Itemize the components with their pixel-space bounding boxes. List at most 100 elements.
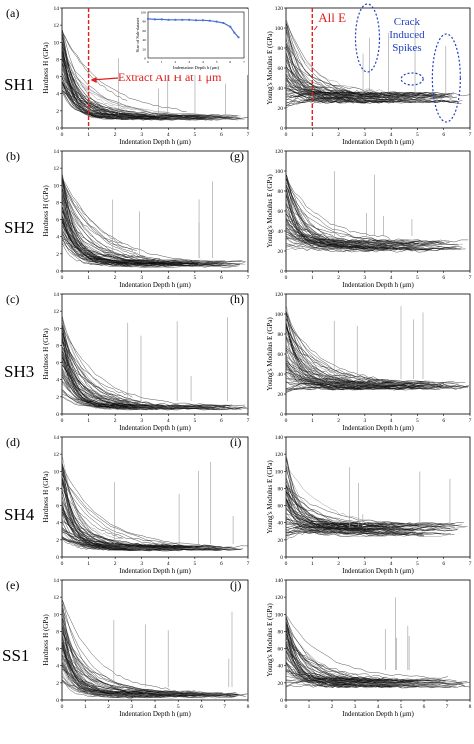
x-tick-label: 5 bbox=[416, 561, 419, 567]
y-tick-label: 4 bbox=[56, 521, 59, 527]
y-tick-label: 4 bbox=[56, 92, 59, 98]
data-curve bbox=[286, 319, 455, 385]
data-curve bbox=[62, 87, 214, 120]
x-tick-label: 7 bbox=[469, 561, 472, 567]
inset-y-tick-label: 40 bbox=[143, 38, 147, 42]
x-tick-label: 1 bbox=[311, 418, 314, 424]
inset-point bbox=[146, 17, 150, 20]
x-tick-label: 4 bbox=[390, 561, 393, 567]
inset-y-tick-label: 20 bbox=[143, 47, 147, 51]
data-curve bbox=[286, 642, 387, 678]
data-curve bbox=[286, 645, 362, 681]
data-curve bbox=[62, 365, 141, 408]
y-tick-label: 0 bbox=[280, 555, 283, 561]
x-tick-label: 1 bbox=[84, 704, 87, 710]
data-curve bbox=[62, 199, 134, 251]
x-tick-label: 5 bbox=[193, 561, 196, 567]
x-tick-label: 1 bbox=[87, 132, 90, 138]
y-tick-label: 100 bbox=[275, 169, 284, 175]
data-curve bbox=[286, 621, 411, 684]
data-curve bbox=[286, 500, 368, 528]
data-curve bbox=[286, 87, 426, 101]
y-tick-label: 60 bbox=[278, 66, 284, 72]
data-curve bbox=[62, 351, 242, 410]
plot-8 bbox=[284, 436, 471, 559]
data-curve bbox=[286, 466, 393, 525]
x-tick-label: 4 bbox=[167, 132, 170, 138]
y-tick-label: 10 bbox=[54, 40, 60, 46]
panel-letter: (d) bbox=[6, 435, 20, 449]
y-tick-label: 2 bbox=[56, 681, 59, 687]
data-curve bbox=[62, 509, 145, 547]
data-curve bbox=[62, 324, 124, 405]
y-tick-label: 4 bbox=[56, 664, 59, 670]
x-tick-label: 3 bbox=[363, 132, 366, 138]
data-curve bbox=[286, 178, 434, 245]
x-tick-label: 7 bbox=[247, 418, 250, 424]
data-curve bbox=[286, 67, 393, 96]
data-curve bbox=[286, 182, 459, 246]
x-tick-label: 2 bbox=[337, 418, 340, 424]
x-tick-label: 0 bbox=[61, 418, 64, 424]
data-curve bbox=[62, 219, 200, 262]
data-curve bbox=[62, 42, 245, 121]
x-tick-label: 4 bbox=[390, 418, 393, 424]
panel-letter: (j) bbox=[230, 578, 241, 592]
y-tick-label: 12 bbox=[54, 309, 60, 315]
x-tick-label: 7 bbox=[446, 704, 449, 710]
data-curve bbox=[62, 680, 238, 699]
data-curve bbox=[286, 524, 396, 534]
x-tick-label: 4 bbox=[390, 275, 393, 281]
y-tick-label: 12 bbox=[54, 595, 60, 601]
data-curve bbox=[62, 668, 238, 696]
data-curve bbox=[286, 238, 353, 249]
x-axis-label: Indentation Depth h (μm) bbox=[342, 281, 414, 289]
data-curve bbox=[62, 466, 201, 546]
crack-label-1: Crack bbox=[394, 16, 421, 28]
data-curve bbox=[286, 485, 372, 531]
x-tick-label: 5 bbox=[193, 418, 196, 424]
data-curve bbox=[62, 372, 185, 409]
data-curve bbox=[286, 387, 457, 391]
data-curve bbox=[62, 511, 119, 548]
data-curve bbox=[286, 661, 396, 687]
data-curve bbox=[62, 468, 187, 549]
y-tick-label: 0 bbox=[56, 698, 59, 704]
data-curve bbox=[286, 637, 433, 687]
data-curve bbox=[286, 386, 469, 393]
y-tick-label: 8 bbox=[56, 57, 59, 63]
y-tick-label: 2 bbox=[56, 252, 59, 258]
x-axis-label: Indentation Depth h (μm) bbox=[342, 138, 414, 146]
data-curve bbox=[62, 54, 214, 116]
data-curve bbox=[286, 529, 345, 534]
data-curve bbox=[286, 363, 436, 389]
data-curve bbox=[62, 389, 217, 409]
data-curve bbox=[62, 600, 170, 690]
x-tick-label: 0 bbox=[61, 561, 64, 567]
y-tick-label: 8 bbox=[56, 486, 59, 492]
x-tick-label: 6 bbox=[220, 561, 223, 567]
x-tick-label: 3 bbox=[140, 275, 143, 281]
x-tick-label: 2 bbox=[107, 704, 110, 710]
x-tick-label: 3 bbox=[363, 275, 366, 281]
y-tick-label: 60 bbox=[278, 209, 284, 215]
data-curve bbox=[62, 368, 200, 407]
y-tick-label: 100 bbox=[275, 312, 284, 318]
y-tick-label: 60 bbox=[278, 504, 284, 510]
data-curve bbox=[62, 222, 165, 266]
data-curve bbox=[62, 193, 174, 264]
x-tick-label: 5 bbox=[416, 132, 419, 138]
y-tick-label: 12 bbox=[54, 23, 60, 29]
crack-label-3: Spikes bbox=[392, 42, 421, 54]
x-tick-label: 7 bbox=[469, 275, 472, 281]
y-tick-label: 6 bbox=[56, 361, 59, 367]
x-axis-label: Indentation Depth h (μm) bbox=[119, 281, 191, 289]
data-curve bbox=[62, 506, 221, 547]
y-tick-label: 40 bbox=[278, 229, 284, 235]
data-curve bbox=[62, 347, 215, 411]
plot-frame bbox=[285, 436, 471, 558]
data-curve bbox=[286, 205, 445, 244]
plot-frame bbox=[285, 7, 471, 129]
data-curve bbox=[286, 378, 434, 385]
data-curve bbox=[286, 670, 383, 681]
